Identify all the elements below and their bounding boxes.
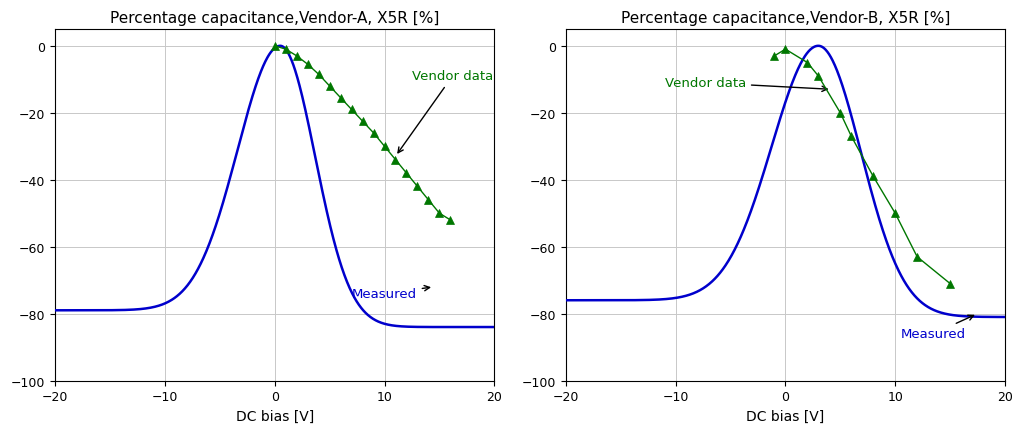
Title: Percentage capacitance,Vendor-A, X5R [%]: Percentage capacitance,Vendor-A, X5R [%] bbox=[110, 11, 439, 26]
Text: Vendor data: Vendor data bbox=[665, 77, 827, 92]
Text: Measured: Measured bbox=[351, 286, 430, 300]
Title: Percentage capacitance,Vendor-B, X5R [%]: Percentage capacitance,Vendor-B, X5R [%] bbox=[621, 11, 950, 26]
Text: Vendor data: Vendor data bbox=[398, 70, 494, 153]
Text: Measured: Measured bbox=[901, 316, 974, 340]
X-axis label: DC bias [V]: DC bias [V] bbox=[746, 409, 824, 423]
X-axis label: DC bias [V]: DC bias [V] bbox=[236, 409, 314, 423]
